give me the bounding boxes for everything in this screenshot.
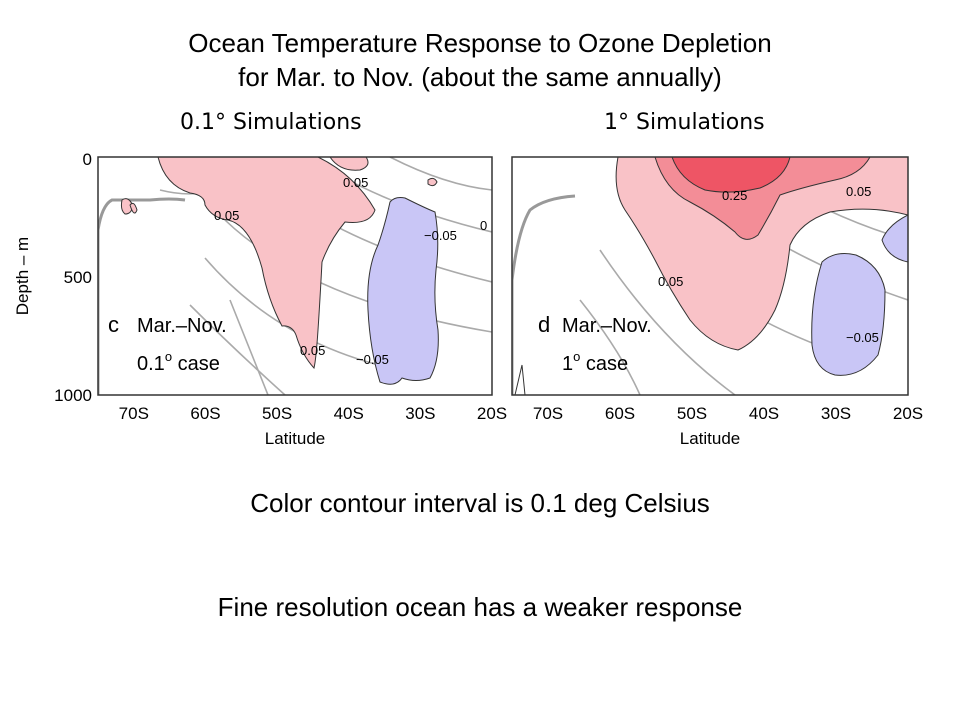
panel-d-x-ticks: 70S 60S 50S 40S 30S 20S [533,404,923,423]
left-column-heading: 0.1° Simulations [180,110,362,135]
panel-c-contour-label: 0.05 [343,175,368,190]
figure: 0.05 0.05 0.05 −0.05 −0.05 0 c Mar.–Nov.… [13,150,923,448]
right-column-heading: 1° Simulations [604,110,765,135]
panel-c-warm-patch [120,198,133,215]
panel-c-contour-label: 0.05 [300,343,325,358]
panel-c-frame [97,156,493,396]
x-tick-label: 70S [533,404,563,423]
panel-d-cool-patch [881,214,908,263]
panel-c-contour-label: −0.05 [424,228,457,243]
panel-c-case: 0.1o case [137,349,220,375]
x-tick-label: 40S [749,404,779,423]
panel-c-x-axis-label: Latitude [265,429,326,448]
x-tick-label: 60S [605,404,635,423]
panel-c-letter: c [108,312,119,337]
panel-d-frame [511,156,909,396]
panel-c-warm-patch [129,202,138,214]
panel-c-warm-region [157,157,376,370]
panel-d-x-axis-label: Latitude [680,429,741,448]
x-tick-label: 70S [119,404,149,423]
x-tick-label: 60S [190,404,220,423]
y-tick-label: 500 [64,268,92,287]
panel-d-letter: d [538,312,550,337]
contour-interval-caption: Color contour interval is 0.1 deg Celsiu… [250,488,710,518]
x-tick-label: 30S [405,404,435,423]
title-line-2: for Mar. to Nov. (about the same annuall… [238,62,722,92]
y-tick-label: 1000 [54,386,92,405]
panel-c-season: Mar.–Nov. [137,315,227,337]
panel-d-contour-label: −0.05 [846,330,879,345]
panel-d-topography [512,194,576,395]
panel-d-contour-label: 0.05 [846,184,871,199]
conclusion-caption: Fine resolution ocean has a weaker respo… [217,592,743,622]
panel-d-warm-region-strong [671,157,791,193]
panel-c-warm-patch [427,177,438,187]
x-tick-label: 50S [262,404,292,423]
panel-c-contour-label: 0 [480,218,487,233]
panel-c-x-ticks: 70S 60S 50S 40S 30S 20S [119,404,507,423]
x-tick-label: 40S [334,404,364,423]
panel-d-field [512,157,908,395]
panel-d-topography-edge [514,364,526,395]
panel-c-cool-region [367,197,439,385]
x-tick-label: 20S [893,404,923,423]
panel-c-contour-label: 0.05 [214,208,239,223]
panel-d-warm-region [615,157,908,351]
y-axis-label: Depth – m [13,237,32,315]
x-tick-label: 20S [477,404,507,423]
panel-c-topography [98,197,186,395]
panel-d-contour-label: 0.25 [722,188,747,203]
x-tick-label: 50S [677,404,707,423]
panel-c-field [98,157,492,395]
panel-c-contour-label: −0.05 [356,352,389,367]
y-tick-label: 0 [83,150,92,169]
panel-d-season: Mar.–Nov. [562,315,652,337]
title-line-1: Ocean Temperature Response to Ozone Depl… [188,28,772,58]
panel-d-contour-label: 0.05 [658,274,683,289]
panel-d-cool-region [811,253,886,376]
panel-c-warm-patch [329,157,369,171]
panel-d-case: 1o case [562,349,628,375]
x-tick-label: 30S [821,404,851,423]
